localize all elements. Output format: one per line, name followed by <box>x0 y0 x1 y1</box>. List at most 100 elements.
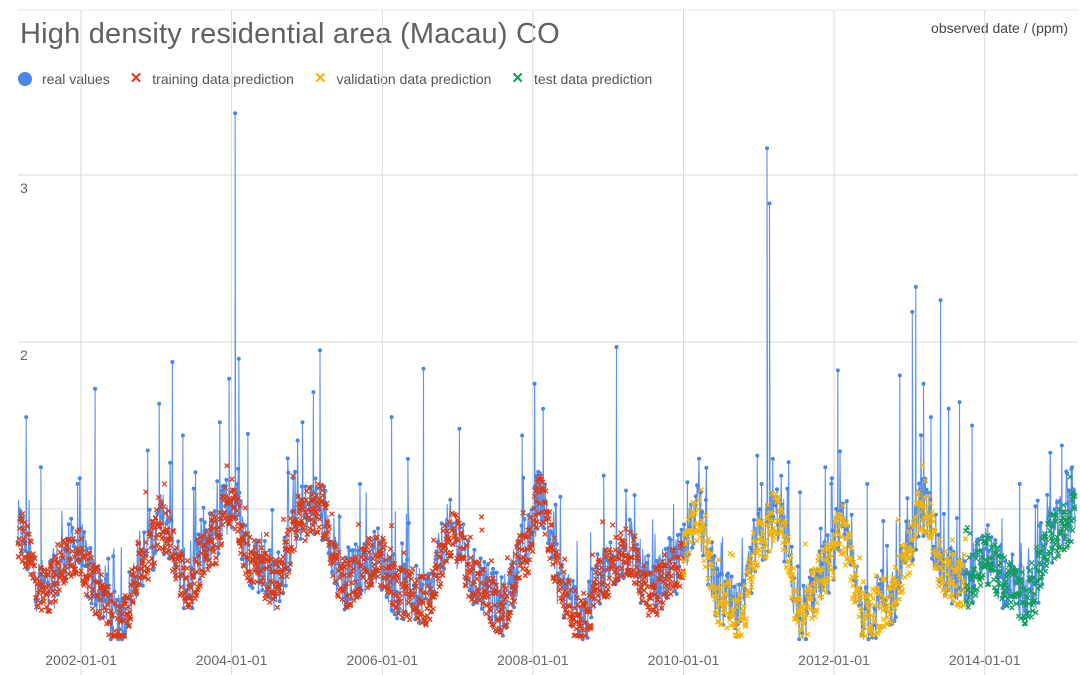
real-value-point <box>547 537 552 542</box>
real-value-point <box>1048 450 1053 455</box>
real-value-point <box>75 482 80 486</box>
real-value-point <box>168 460 173 465</box>
real-value-point <box>84 547 89 552</box>
real-value-point <box>486 562 491 567</box>
real-value-point <box>201 505 206 510</box>
real-value-point <box>337 514 342 519</box>
real-value-point <box>729 574 734 579</box>
real-value-point <box>75 538 80 543</box>
real-value-point <box>964 567 969 572</box>
real-value-point <box>262 539 267 543</box>
real-value-point <box>479 606 484 611</box>
real-value-point <box>917 481 922 486</box>
legend-item-real-values[interactable]: real values <box>18 71 110 87</box>
real-value-point <box>142 530 147 535</box>
real-value-point <box>522 517 527 522</box>
real-value-point <box>193 470 198 475</box>
legend-label-real-values: real values <box>42 71 110 87</box>
real-value-point <box>948 546 953 551</box>
real-value-point <box>170 360 175 364</box>
real-value-point <box>941 511 946 516</box>
legend-item-validation-data-prediction[interactable]: ✕ validation data prediction <box>314 71 491 87</box>
real-value-point <box>646 553 651 558</box>
prediction-marks <box>15 463 687 639</box>
real-value-point <box>919 433 923 438</box>
real-value-point <box>921 381 926 386</box>
x-tick-label: 2006-01-01 <box>346 652 418 668</box>
real-value-point <box>893 615 898 620</box>
real-value-point <box>82 530 87 534</box>
prediction-marks <box>962 474 1078 627</box>
real-value-point <box>400 541 405 546</box>
real-value-point <box>215 479 220 484</box>
real-value-point <box>704 465 709 470</box>
real-value-point <box>601 473 606 478</box>
legend-item-training-data-prediction[interactable]: ✕ training data prediction <box>130 71 294 87</box>
real-value-point <box>1018 563 1023 568</box>
real-value-point <box>372 529 377 534</box>
real-value-point <box>1036 600 1041 605</box>
real-value-point <box>1030 594 1035 599</box>
real-value-point <box>379 587 384 592</box>
real-value-point <box>678 532 683 537</box>
real-value-point <box>239 557 244 562</box>
real-value-point <box>303 484 308 489</box>
real-value-point <box>472 547 477 552</box>
real-value-point <box>1033 504 1038 509</box>
real-value-point <box>1070 465 1075 470</box>
real-value-point <box>414 563 419 568</box>
real-value-point <box>352 562 357 566</box>
real-value-point <box>927 491 931 495</box>
real-value-point <box>351 548 356 552</box>
real-value-point <box>224 477 229 482</box>
real-value-point <box>236 356 241 361</box>
real-value-point <box>89 601 94 606</box>
real-value-point <box>353 542 358 547</box>
real-value-point <box>519 523 524 528</box>
series-validation-data-prediction <box>680 462 969 639</box>
prediction-marks <box>680 462 969 639</box>
real-value-point <box>155 511 160 516</box>
real-value-point <box>843 527 848 532</box>
real-value-point <box>1035 498 1040 503</box>
real-value-point <box>165 519 170 524</box>
real-value-point <box>314 486 319 491</box>
real-value-point <box>270 507 275 512</box>
real-value-point <box>759 482 764 486</box>
real-value-point <box>553 502 558 507</box>
real-value-point <box>911 557 915 562</box>
real-value-point <box>286 470 291 475</box>
real-value-point <box>250 586 255 590</box>
legend-item-test-data-prediction[interactable]: ✕ test data prediction <box>511 71 652 87</box>
real-value-point <box>405 557 409 562</box>
real-value-point <box>70 525 75 530</box>
real-value-point <box>657 590 662 595</box>
x-tick-label: 2012-01-01 <box>798 652 870 668</box>
real-value-point <box>153 548 158 553</box>
real-value-point <box>145 448 150 453</box>
real-value-point <box>450 521 455 526</box>
legend-label-training: training data prediction <box>152 71 294 87</box>
real-value-point <box>568 596 573 601</box>
real-value-point <box>202 520 207 525</box>
real-value-point <box>595 552 600 557</box>
real-value-point <box>909 541 914 546</box>
real-value-point <box>551 531 555 536</box>
real-value-point <box>191 486 196 491</box>
real-value-point <box>701 553 706 558</box>
real-value-point <box>199 517 204 522</box>
real-value-point <box>1065 501 1070 506</box>
real-value-point <box>140 583 145 588</box>
real-value-point <box>515 570 520 575</box>
real-value-point <box>457 426 462 431</box>
real-value-point <box>844 499 849 504</box>
real-value-point <box>38 465 43 470</box>
real-value-point <box>227 376 232 381</box>
real-value-point <box>938 298 943 303</box>
real-value-point <box>433 557 438 562</box>
real-value-point <box>233 111 238 116</box>
real-value-point <box>825 533 830 538</box>
real-value-point <box>311 390 316 395</box>
legend-marker-training: ✕ <box>129 70 143 87</box>
